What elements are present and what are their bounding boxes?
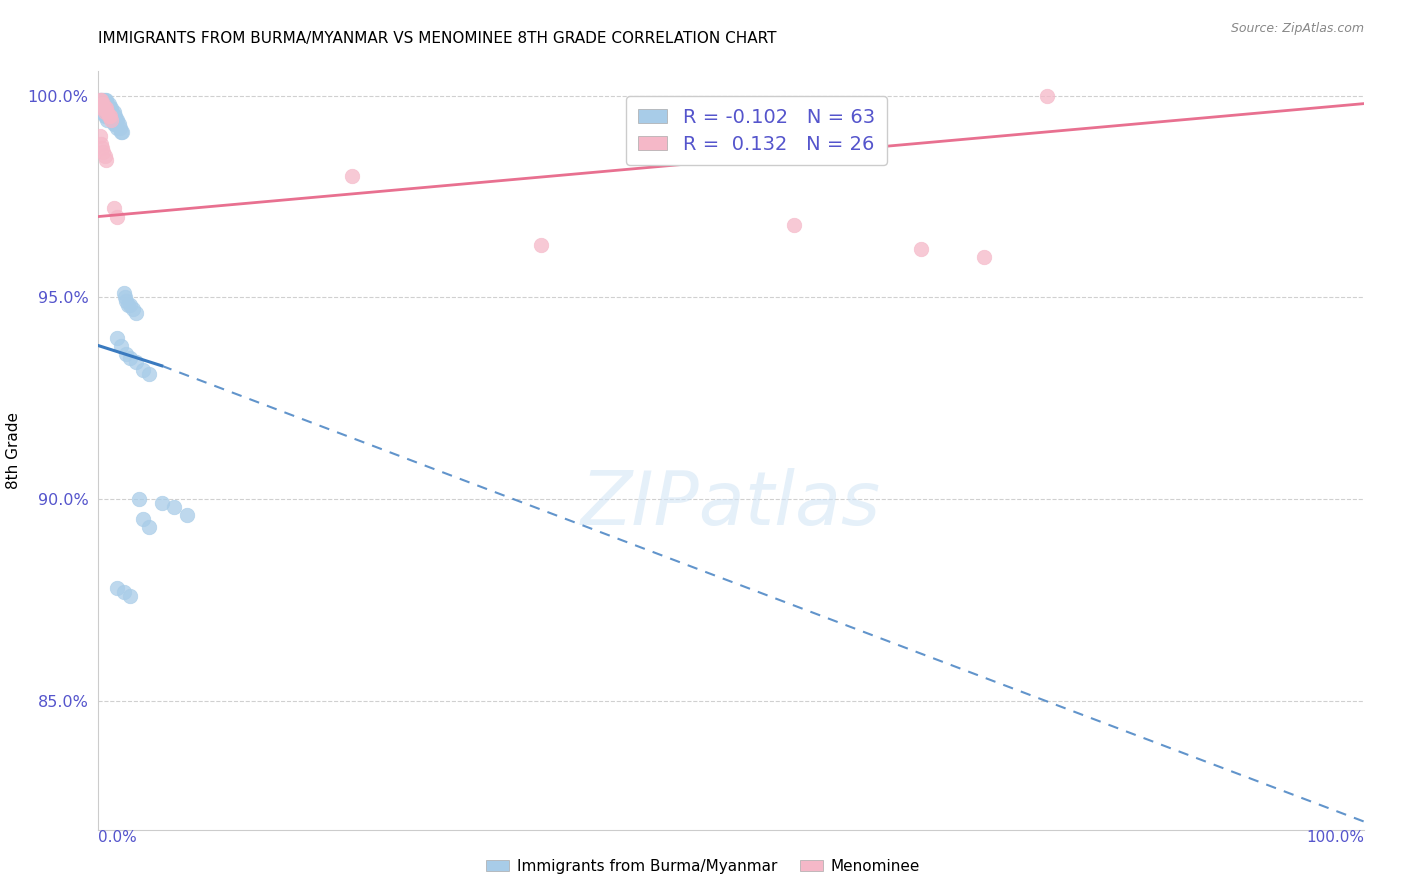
Point: [93, 145, 115, 159]
Point: [783, 218, 806, 232]
Point: [112, 286, 135, 301]
Point: [104, 117, 127, 131]
Point: [340, 169, 363, 184]
Point: [89, 93, 111, 107]
Point: [1036, 88, 1059, 103]
Point: [100, 109, 122, 123]
Point: [101, 112, 124, 127]
Point: [93, 96, 115, 111]
Text: 0.0%: 0.0%: [98, 830, 138, 845]
Point: [93, 149, 117, 163]
Point: [93, 109, 117, 123]
Point: [93, 104, 117, 119]
Point: [94, 109, 117, 123]
Point: [100, 112, 122, 127]
Point: [93, 104, 115, 119]
Point: [101, 104, 124, 119]
Point: [98, 109, 121, 123]
Point: [120, 351, 141, 365]
Point: [91, 93, 114, 107]
Point: [138, 520, 160, 534]
Point: [91, 141, 114, 155]
Point: [107, 117, 129, 131]
Point: [98, 109, 121, 123]
Point: [103, 104, 125, 119]
Point: [97, 104, 120, 119]
Text: Source: ZipAtlas.com: Source: ZipAtlas.com: [1230, 22, 1364, 36]
Point: [91, 104, 114, 119]
Point: [112, 584, 135, 599]
Point: [110, 338, 132, 352]
Point: [138, 367, 160, 381]
Point: [108, 120, 131, 135]
Point: [89, 128, 111, 143]
Point: [97, 96, 120, 111]
Point: [132, 363, 155, 377]
Text: IMMIGRANTS FROM BURMA/MYANMAR VS MENOMINEE 8TH GRADE CORRELATION CHART: IMMIGRANTS FROM BURMA/MYANMAR VS MENOMIN…: [98, 31, 778, 46]
Point: [96, 104, 118, 119]
Point: [96, 104, 118, 119]
Point: [91, 96, 114, 111]
Point: [93, 96, 115, 111]
Point: [98, 101, 121, 115]
Point: [114, 290, 136, 304]
Point: [93, 101, 117, 115]
Point: [103, 202, 125, 216]
Point: [103, 117, 125, 131]
Point: [94, 101, 117, 115]
Point: [93, 101, 117, 115]
Point: [125, 355, 148, 369]
Point: [93, 93, 115, 107]
Text: ZIPatlas: ZIPatlas: [581, 467, 882, 540]
Point: [97, 109, 120, 123]
Point: [132, 512, 155, 526]
Point: [96, 112, 118, 127]
Point: [94, 101, 117, 115]
Point: [96, 96, 118, 111]
Point: [163, 500, 186, 514]
Point: [107, 330, 129, 344]
Point: [94, 93, 117, 107]
Legend: R = -0.102   N = 63, R =  0.132   N = 26: R = -0.102 N = 63, R = 0.132 N = 26: [626, 96, 887, 165]
Point: [117, 298, 139, 312]
Point: [910, 242, 932, 256]
Point: [104, 109, 127, 123]
Point: [125, 306, 148, 320]
Point: [90, 104, 112, 119]
Point: [90, 93, 112, 107]
Point: [121, 302, 143, 317]
Point: [91, 96, 114, 111]
Point: [530, 237, 553, 252]
Point: [115, 346, 138, 360]
Point: [973, 250, 995, 264]
Point: [91, 101, 114, 115]
Point: [107, 112, 129, 127]
Point: [100, 101, 122, 115]
Point: [89, 96, 111, 111]
Point: [91, 101, 114, 115]
Point: [90, 93, 112, 107]
Point: [120, 589, 141, 603]
Point: [115, 294, 138, 309]
Point: [89, 93, 111, 107]
Point: [107, 210, 129, 224]
Point: [110, 125, 132, 139]
Point: [120, 298, 141, 312]
Point: [176, 508, 198, 522]
Text: 100.0%: 100.0%: [1306, 830, 1364, 845]
Point: [90, 101, 112, 115]
Point: [107, 120, 129, 135]
Point: [111, 125, 134, 139]
Y-axis label: 8th Grade: 8th Grade: [6, 412, 21, 489]
Legend: Immigrants from Burma/Myanmar, Menominee: Immigrants from Burma/Myanmar, Menominee: [479, 853, 927, 880]
Point: [150, 496, 173, 510]
Point: [105, 112, 128, 127]
Point: [93, 93, 117, 107]
Point: [90, 136, 112, 151]
Point: [107, 581, 129, 595]
Point: [128, 491, 150, 506]
Point: [94, 153, 117, 167]
